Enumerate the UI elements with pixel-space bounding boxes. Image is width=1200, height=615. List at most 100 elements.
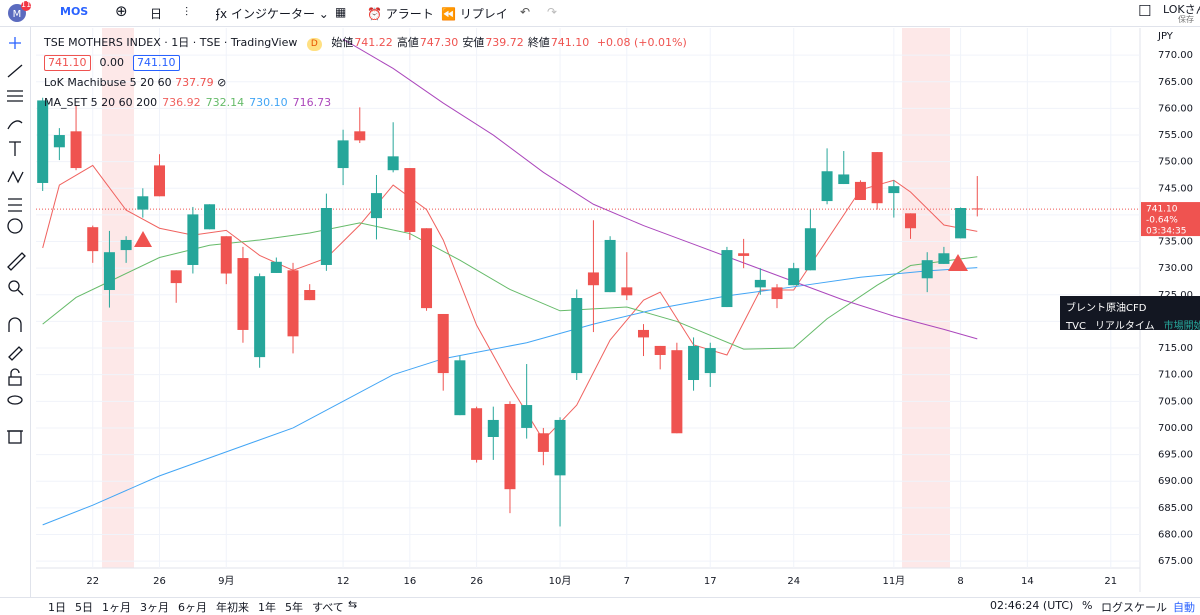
change: +0.08 (+0.01%) (596, 36, 687, 49)
compare[interactable]: ⇆ (348, 598, 358, 611)
candle-body (87, 227, 99, 252)
range-button[interactable]: 5日 (75, 601, 93, 614)
candle-body (270, 261, 282, 273)
save-icon[interactable]: ☐ (1138, 2, 1152, 20)
x-tick-label: 9月 (218, 575, 234, 587)
add-symbol[interactable]: ⊕ (115, 2, 128, 20)
candle-body (170, 270, 182, 284)
candle-body (804, 228, 816, 271)
tooltip-item: リアルタイム (1094, 321, 1155, 332)
highlight-zone (902, 28, 950, 568)
x-tick-label: 16 (403, 576, 416, 587)
chart-type[interactable]: ⫶ (185, 5, 189, 19)
indicator-value: 737.79 (175, 76, 214, 89)
range-button[interactable]: すべて (312, 601, 344, 614)
currency: JPY (1157, 31, 1174, 42)
y-tick-label: 770.00 (1158, 50, 1193, 61)
range-button[interactable]: 年初来 (216, 601, 249, 614)
moving-average (42, 267, 978, 526)
interval[interactable]: 日 (150, 7, 163, 21)
indicators-label: インジケーター (230, 7, 315, 21)
tooltip-title: ブレント原油CFD (1066, 303, 1147, 314)
layouts[interactable]: ▦ (335, 5, 347, 19)
badge: 11 (21, 0, 32, 9)
svg-text:M: M (13, 9, 22, 20)
y-tick-label: 730.00 (1158, 263, 1193, 274)
percent[interactable]: % (1082, 599, 1093, 612)
ohlc: 始値741.22 高値747.30 安値739.72 終値741.10 (331, 36, 593, 49)
y-tick-label: 695.00 (1158, 450, 1193, 461)
range-button[interactable]: 6ヶ月 (178, 601, 207, 614)
price-tag-text: -0.64% (1146, 216, 1178, 226)
x-tick-label: 11月 (882, 575, 905, 587)
y-tick-label: 735.00 (1158, 237, 1193, 248)
candle-body (70, 131, 82, 169)
candle-body (654, 345, 666, 355)
x-tick-label: 24 (787, 576, 800, 587)
signal-triangle (948, 254, 968, 271)
candle-body (120, 239, 132, 251)
replay[interactable]: ⏪ リプレイ (441, 7, 508, 21)
candle-body (955, 208, 967, 239)
candle-body (287, 270, 299, 337)
range-button[interactable]: 1ヶ月 (102, 601, 131, 614)
candle-body (704, 348, 716, 374)
candle-body (921, 260, 933, 279)
candle-body (771, 287, 783, 300)
candle-body (404, 168, 416, 232)
x-tick-label: 8 (957, 576, 963, 587)
range-button[interactable]: 1年 (258, 601, 276, 614)
x-tick-label: 14 (1021, 576, 1034, 587)
ohlc-label: 高値 (396, 36, 419, 49)
symbol[interactable]: MOS (60, 5, 89, 18)
candle-body (471, 408, 483, 460)
candle-body (354, 131, 366, 141)
x-tick-label: 26 (470, 576, 483, 587)
value-box: 0.00 (99, 56, 125, 69)
ranges: 1日 5日 1ヶ月 3ヶ月 6ヶ月 年初来 1年 5年 すべて (48, 599, 353, 615)
candle-body (304, 290, 316, 301)
y-tick-label: 685.00 (1158, 503, 1193, 514)
user[interactable]: LOKさん (1163, 3, 1200, 16)
y-tick-label: 765.00 (1158, 77, 1193, 88)
candle-body (838, 174, 850, 185)
undo[interactable]: ↶ (520, 5, 531, 19)
indicator-row: MA_SET 5 20 60 200 736.92 732.14 730.10 716.… (44, 93, 687, 113)
ohlc-label: 終値 (527, 36, 550, 49)
candle-body (220, 236, 232, 274)
x-tick-label: 26 (153, 576, 166, 587)
range-button[interactable]: 3ヶ月 (140, 601, 169, 614)
indicator-row: LoK Machibuse 5 20 60 737.79 ⊘ (44, 76, 227, 89)
ohlc-label: 始値 (331, 36, 354, 49)
candle-body (387, 156, 399, 171)
auto[interactable]: 自動 (1173, 601, 1195, 614)
tool-icons (7, 37, 26, 444)
redo[interactable]: ↷ (547, 5, 558, 19)
range-button[interactable]: 1日 (48, 601, 66, 614)
alert[interactable]: ⏰ アラート (367, 7, 434, 21)
x-tick-label: 10月 (549, 575, 572, 587)
indicator-name: LoK Machibuse 5 20 60 (44, 76, 172, 89)
candle-body (454, 360, 466, 416)
indicators[interactable]: ʄx インジケーター ⌄ (216, 7, 329, 21)
y-tick-label: 700.00 (1158, 423, 1193, 434)
y-tick-label: 725.00 (1158, 290, 1193, 301)
candle-body (788, 268, 800, 286)
y-tick-label: 760.00 (1158, 103, 1193, 114)
tooltip-item: TVC (1066, 321, 1086, 332)
log-scale[interactable]: ログスケール (1101, 601, 1167, 614)
candle-body (604, 239, 616, 293)
x-tick-label: 12 (337, 576, 350, 587)
y-tick-label: 750.00 (1158, 157, 1193, 168)
indicator-value: 730.10 (249, 96, 288, 109)
ohlc-label: 安値 (462, 36, 485, 49)
legend-boxes: 741.10 0.00 741.10 (44, 53, 687, 73)
tooltip-items: TVC リアルタイム 市場開始 (1060, 314, 1200, 332)
indicator-value: 716.73 (292, 96, 332, 109)
range-button[interactable]: 5年 (285, 601, 303, 614)
candle-body (871, 152, 883, 204)
y-tick-label: 715.00 (1158, 343, 1193, 354)
price-tag-text: 741.10 (1146, 205, 1178, 215)
save[interactable]: 保存 (1178, 15, 1194, 24)
